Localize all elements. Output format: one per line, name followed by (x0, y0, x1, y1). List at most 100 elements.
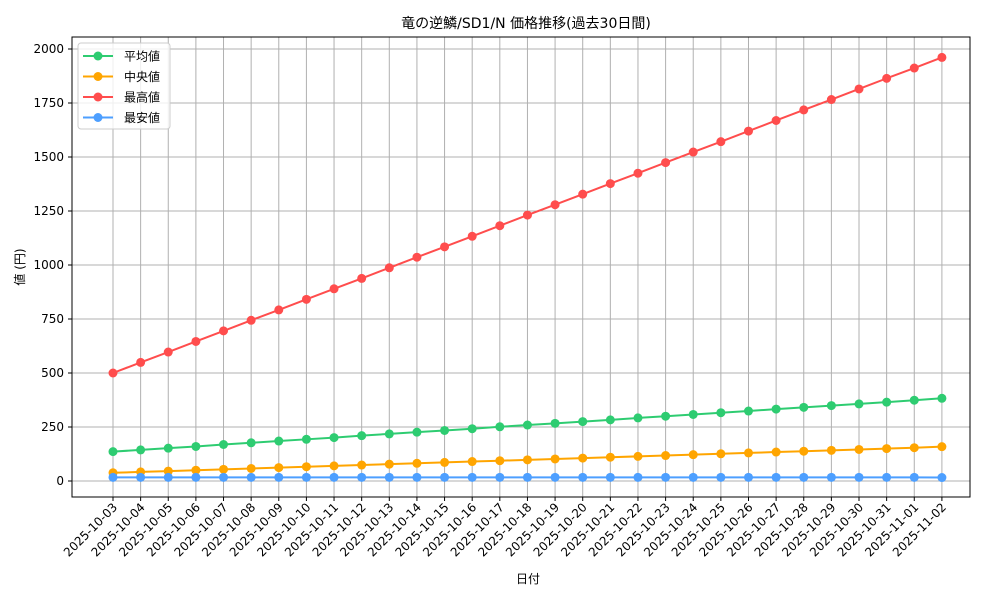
data-point (743, 448, 753, 458)
data-point (522, 210, 532, 220)
data-point (191, 465, 201, 475)
data-point (826, 445, 836, 455)
plot-frame (71, 36, 971, 498)
data-point (854, 444, 864, 454)
data-point (522, 455, 532, 465)
data-point (329, 433, 339, 443)
data-point (108, 368, 118, 378)
data-point (274, 472, 284, 482)
data-point (550, 200, 560, 210)
data-point (384, 472, 394, 482)
data-point (909, 63, 919, 73)
data-point (743, 126, 753, 136)
data-point (743, 472, 753, 482)
data-point (550, 454, 560, 464)
y-tick-label: 250 (41, 420, 64, 434)
data-point (578, 189, 588, 199)
data-point (440, 472, 450, 482)
data-point (357, 460, 367, 470)
data-point (274, 463, 284, 473)
y-axis-label: 値 (円) (12, 248, 27, 285)
data-point (136, 472, 146, 482)
data-point (826, 472, 836, 482)
data-point (854, 399, 864, 409)
legend-marker-icon (93, 72, 103, 81)
data-point (605, 472, 615, 482)
data-point (688, 409, 698, 419)
data-point (716, 449, 726, 459)
legend-item: 最安値 (83, 110, 160, 125)
legend-label: 最安値 (124, 110, 160, 125)
data-point (163, 443, 173, 453)
plot-series (108, 52, 947, 483)
data-point (108, 472, 118, 482)
data-point (357, 431, 367, 441)
data-point (274, 436, 284, 446)
data-point (909, 395, 919, 405)
legend-marker-icon (93, 113, 103, 122)
legend-marker-icon (93, 51, 103, 61)
y-tick-label: 2000 (33, 42, 64, 56)
y-tick-label: 0 (56, 474, 64, 488)
series-3 (108, 472, 947, 483)
data-point (301, 462, 311, 472)
data-point (937, 393, 947, 403)
data-point (246, 315, 256, 325)
data-point (882, 73, 892, 83)
data-point (412, 472, 422, 482)
data-point (191, 472, 201, 482)
series-2 (108, 52, 947, 378)
data-point (136, 445, 146, 455)
data-point (384, 459, 394, 469)
data-point (633, 472, 643, 482)
data-point (384, 429, 394, 439)
legend-item: 平均値 (83, 49, 160, 64)
series-0 (108, 393, 947, 457)
data-point (578, 453, 588, 463)
data-point (163, 472, 173, 482)
data-point (854, 84, 864, 94)
data-point (799, 446, 809, 456)
data-point (163, 347, 173, 357)
data-point (467, 472, 477, 482)
data-point (412, 458, 422, 468)
data-point (246, 472, 256, 482)
legend-item: 中央値 (83, 69, 160, 84)
data-point (605, 452, 615, 462)
data-point (661, 451, 671, 461)
y-tick-label: 1000 (33, 258, 64, 272)
data-point (550, 418, 560, 428)
data-point (882, 397, 892, 407)
data-point (301, 472, 311, 482)
data-point (522, 472, 532, 482)
data-point (909, 443, 919, 453)
data-point (467, 424, 477, 434)
data-point (329, 284, 339, 294)
data-point (219, 326, 229, 336)
data-point (661, 472, 671, 482)
data-point (136, 357, 146, 367)
y-tick-label: 750 (41, 312, 64, 326)
data-point (329, 461, 339, 471)
data-point (578, 417, 588, 427)
legend-label: 中央値 (124, 69, 160, 84)
data-point (440, 457, 450, 467)
x-axis-label: 日付 (516, 572, 540, 586)
data-point (826, 95, 836, 105)
data-point (550, 472, 560, 482)
data-point (329, 472, 339, 482)
data-point (743, 406, 753, 416)
series-1 (108, 442, 947, 478)
data-point (522, 420, 532, 430)
data-point (495, 456, 505, 466)
data-point (633, 168, 643, 178)
data-point (937, 52, 947, 62)
legend-item: 最高値 (83, 90, 160, 105)
legend-label: 最高値 (124, 90, 160, 105)
data-point (467, 231, 477, 241)
data-point (716, 408, 726, 418)
data-point (716, 137, 726, 147)
y-tick-label: 1750 (33, 96, 64, 110)
